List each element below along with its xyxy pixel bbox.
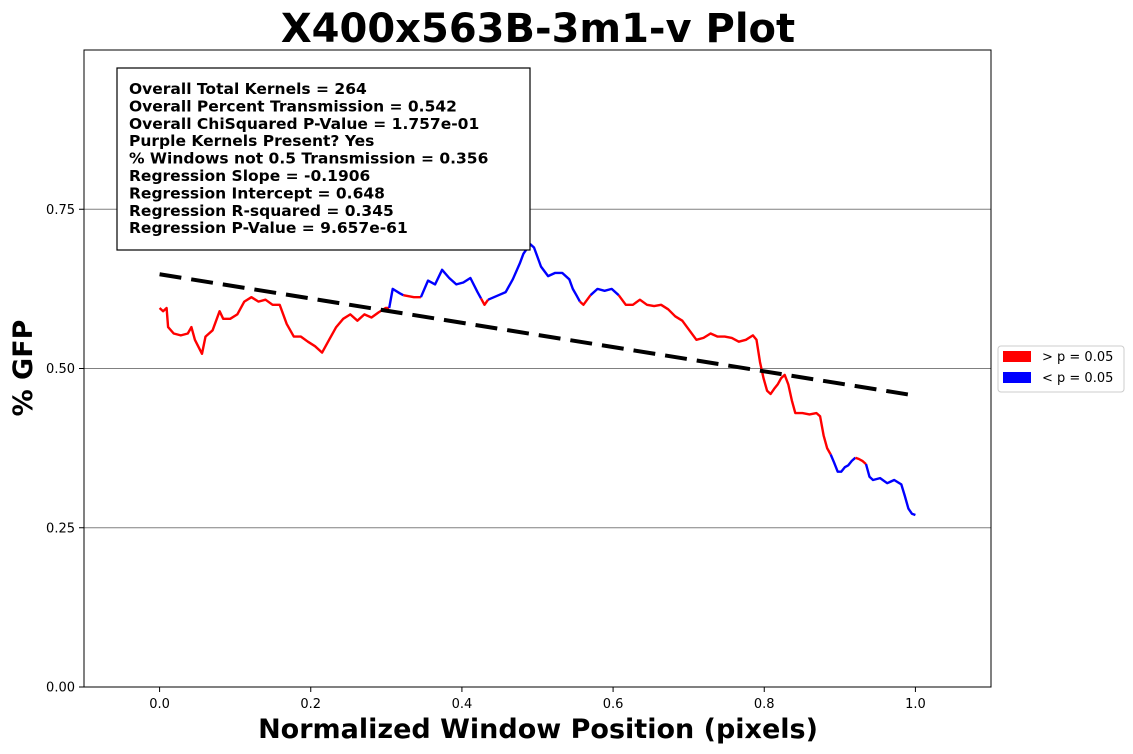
stats-line: Regression Intercept = 0.648 <box>129 184 385 202</box>
series-layer <box>158 243 916 517</box>
stats-line: % Windows not 0.5 Transmission = 0.356 <box>129 150 488 168</box>
y-axis-label: % GFP <box>8 320 39 417</box>
x-tick-label: 0.4 <box>452 697 473 712</box>
x-tick-label: 0.0 <box>149 697 170 712</box>
y-axis-ticks: 0.00 0.25 0.50 0.75 <box>46 203 84 696</box>
series-segment-9 <box>829 454 857 473</box>
stats-line: Overall ChiSquared P-Value = 1.757e-01 <box>129 115 479 133</box>
series-segment-0 <box>158 296 390 355</box>
legend-label: < p = 0.05 <box>1042 371 1113 386</box>
series-segment-11 <box>864 463 916 517</box>
legend: > p = 0.05 < p = 0.05 <box>997 345 1125 393</box>
y-tick-label: 0.75 <box>46 203 75 218</box>
series-segment-10 <box>854 456 867 465</box>
series-segment-1 <box>388 287 404 309</box>
series-segment-4 <box>479 297 490 306</box>
stats-line: Regression P-Value = 9.657e-61 <box>129 219 408 237</box>
series-segment-2 <box>403 294 421 299</box>
stats-box-frame <box>116 67 531 251</box>
chart-title: X400x563B-3m1-v Plot <box>281 6 795 52</box>
legend-swatch <box>1003 372 1031 383</box>
x-axis-ticks: 0.0 0.2 0.4 0.6 0.8 1.0 <box>149 687 926 712</box>
stats-line: Overall Percent Transmission = 0.542 <box>129 97 457 115</box>
stats-line: Regression Slope = -0.1906 <box>129 167 370 185</box>
legend-swatch <box>1003 351 1031 362</box>
series-segment-7 <box>589 287 620 297</box>
y-tick-label: 0.50 <box>46 362 75 377</box>
series-segment-8 <box>617 294 832 456</box>
y-tick-label: 0.00 <box>46 681 75 696</box>
x-tick-label: 0.8 <box>754 697 775 712</box>
series-segment-3 <box>419 268 483 299</box>
series-segment-6 <box>579 294 592 306</box>
x-tick-label: 0.6 <box>603 697 624 712</box>
regression-line <box>159 272 909 397</box>
stats-line: Regression R-squared = 0.345 <box>129 202 394 220</box>
stats-line: Purple Kernels Present? Yes <box>129 132 374 150</box>
stats-line: Overall Total Kernels = 264 <box>129 80 367 98</box>
x-tick-label: 1.0 <box>905 697 926 712</box>
x-axis-label: Normalized Window Position (pixels) <box>258 714 818 745</box>
x-tick-label: 0.2 <box>300 697 321 712</box>
y-tick-label: 0.25 <box>46 521 75 536</box>
legend-label: > p = 0.05 <box>1042 350 1113 365</box>
series-segment-5 <box>487 243 581 303</box>
